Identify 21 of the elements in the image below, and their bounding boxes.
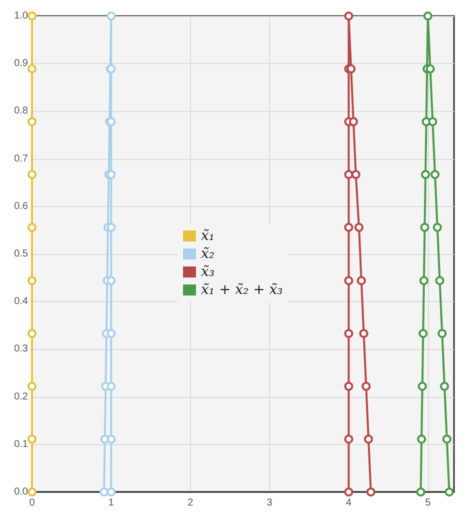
x-tick-label: 1 — [108, 498, 114, 508]
x-tick-label: 4 — [346, 498, 352, 508]
legend-label: x̃₃ — [201, 264, 215, 280]
y-tick-label: 0.9 — [14, 58, 28, 70]
y-tick-label: 0.3 — [14, 344, 28, 355]
x-tick-label: 2 — [188, 498, 194, 508]
y-tick-label: 0.4 — [14, 296, 28, 308]
x-tick-label: 3 — [266, 498, 273, 508]
legend-label: x̃₂ — [201, 246, 215, 262]
y-tick-label: 0.6 — [14, 200, 28, 212]
y-tick-label: 0.5 — [14, 248, 28, 260]
y-tick-label: 0.7 — [14, 153, 28, 164]
y-tick-label: 0.1 — [14, 438, 28, 450]
y-tick-label: 1.0 — [14, 10, 28, 22]
legend-label: x̃₁ + x̃₂ + x̃₃ — [201, 282, 284, 298]
y-tick-label: 0.0 — [14, 486, 28, 498]
x-tick-label: 0 — [29, 498, 36, 508]
y-tick-label: 0.2 — [14, 391, 28, 402]
y-tick-label: 0.8 — [14, 106, 28, 117]
legend-label: x̃₁ — [201, 228, 215, 244]
x-tick-label: 5 — [425, 498, 432, 508]
